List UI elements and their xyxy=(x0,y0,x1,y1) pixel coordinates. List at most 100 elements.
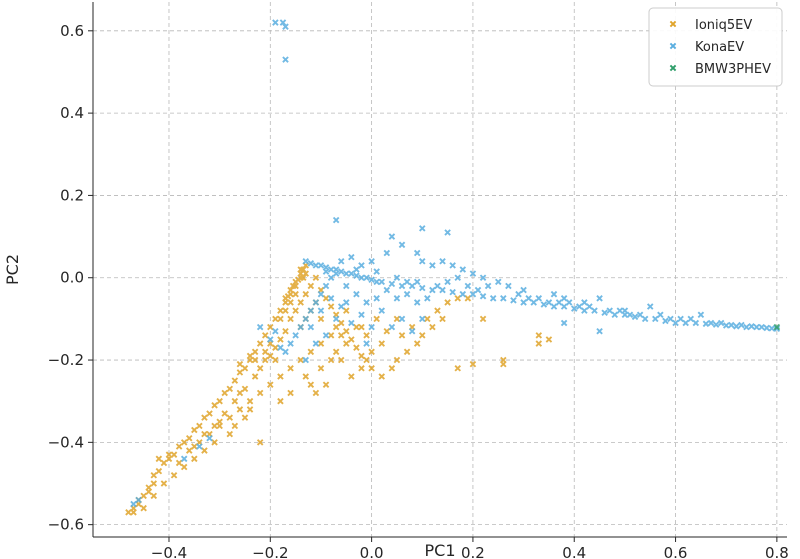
data-point xyxy=(140,492,147,500)
data-point xyxy=(479,315,487,323)
data-point xyxy=(348,270,355,277)
data-point xyxy=(302,356,310,364)
data-point xyxy=(479,292,487,300)
data-point xyxy=(418,284,426,292)
data-point xyxy=(545,299,553,306)
data-point xyxy=(272,19,279,26)
data-point xyxy=(348,373,355,380)
data-point xyxy=(312,299,320,306)
x-tick-label: 0.6 xyxy=(664,544,688,559)
data-point xyxy=(150,492,158,500)
data-point xyxy=(748,323,755,330)
data-point xyxy=(130,509,137,516)
legend-marker xyxy=(669,20,677,28)
data-point xyxy=(226,430,234,438)
data-point xyxy=(211,439,218,446)
data-point xyxy=(343,282,350,290)
data-point xyxy=(743,323,750,331)
data-point xyxy=(348,336,355,343)
x-tick-label: 0.8 xyxy=(765,544,789,559)
data-point xyxy=(307,381,315,389)
data-point xyxy=(267,336,274,343)
data-point xyxy=(155,455,163,463)
data-point xyxy=(312,340,320,347)
data-point xyxy=(279,19,287,26)
data-point xyxy=(393,356,401,364)
data-point xyxy=(246,397,254,405)
data-point xyxy=(287,364,294,372)
data-point xyxy=(601,309,608,316)
data-point xyxy=(282,295,289,302)
series-KonaEV xyxy=(130,19,781,508)
data-point xyxy=(267,352,274,360)
legend-label: BMW3PHEV xyxy=(695,62,771,77)
data-point xyxy=(302,257,310,265)
data-point xyxy=(550,303,558,310)
data-point xyxy=(535,295,543,302)
data-point xyxy=(758,323,765,331)
data-point xyxy=(358,274,365,282)
data-point xyxy=(272,315,279,323)
data-point xyxy=(560,319,568,327)
data-point xyxy=(520,299,527,306)
data-point xyxy=(358,323,365,331)
y-tick-label: −0.6 xyxy=(48,516,84,534)
data-point xyxy=(368,257,375,265)
data-point xyxy=(368,348,375,356)
data-point xyxy=(236,389,244,397)
data-point xyxy=(221,389,228,397)
data-point xyxy=(611,311,619,319)
data-point xyxy=(282,327,289,335)
data-point xyxy=(540,301,548,308)
data-point xyxy=(383,249,391,257)
data-point xyxy=(439,315,446,323)
data-point xyxy=(206,410,213,417)
data-point xyxy=(489,295,497,302)
data-point xyxy=(180,455,188,463)
data-point xyxy=(500,360,507,368)
data-point xyxy=(322,282,330,290)
data-point xyxy=(267,323,274,331)
data-point xyxy=(393,295,401,302)
data-point xyxy=(383,286,391,294)
data-point xyxy=(256,389,264,397)
data-point xyxy=(140,504,147,512)
data-point xyxy=(413,299,421,306)
data-point xyxy=(413,278,421,286)
data-point xyxy=(317,315,325,323)
data-point xyxy=(289,282,297,290)
data-point xyxy=(251,373,259,380)
data-point xyxy=(348,319,355,327)
data-point xyxy=(261,356,269,364)
data-point xyxy=(682,319,689,327)
data-point xyxy=(343,299,350,306)
data-point xyxy=(722,322,730,329)
data-point xyxy=(297,356,304,364)
data-point xyxy=(170,471,178,479)
data-point xyxy=(185,434,193,442)
data-point xyxy=(464,282,472,290)
data-point xyxy=(525,295,532,302)
data-point xyxy=(312,262,320,269)
data-point xyxy=(520,286,527,294)
data-point xyxy=(175,459,183,467)
data-point xyxy=(256,364,264,372)
data-point xyxy=(418,225,426,232)
x-tick-label: 0.2 xyxy=(461,544,485,559)
data-point xyxy=(672,319,679,327)
data-point xyxy=(302,315,310,323)
data-point xyxy=(160,459,168,467)
data-point xyxy=(317,364,325,372)
data-point xyxy=(302,270,310,277)
data-point xyxy=(332,315,340,323)
data-point xyxy=(393,274,401,282)
data-point xyxy=(429,323,436,331)
data-point xyxy=(175,443,183,450)
y-tick-label: −0.4 xyxy=(48,433,84,451)
data-point xyxy=(206,434,213,442)
data-point xyxy=(738,321,745,329)
data-point xyxy=(191,455,198,463)
data-point xyxy=(251,356,259,364)
data-point xyxy=(292,290,299,298)
